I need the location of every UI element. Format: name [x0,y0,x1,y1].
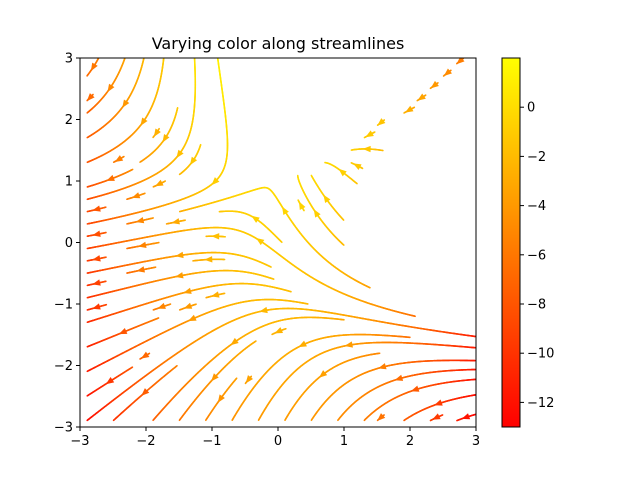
streamline [86,298,309,373]
streamline [257,341,476,421]
streamline-arrow [318,370,328,378]
streamline [86,58,229,225]
streamline-arrow [461,413,471,420]
streamline [337,368,476,422]
streamline [376,413,386,422]
streamline-arrow [92,230,101,237]
streamline [86,58,197,201]
streamline-arrow [298,340,307,348]
streamline-arrow [92,303,101,310]
streamline-arrow [183,287,192,294]
streamline [86,282,292,324]
streamline [86,269,275,299]
streamline [86,230,107,237]
streamline [86,205,107,213]
streamline [284,352,381,422]
streamline-arrow [175,272,184,279]
streamline-arrow [105,377,115,385]
streamline-segment [363,418,366,422]
streamline [86,226,416,318]
streamline-arrow [92,255,101,262]
streamline-arrow [230,337,239,346]
streamline [86,303,108,311]
streamline [86,251,272,274]
streamline-arrow [141,388,150,396]
streamline-arrow [394,374,404,381]
streamline-arrow [188,314,197,322]
streamline-arrow [434,399,443,406]
chart-title: Varying color along streamlines [152,34,405,53]
streamline [86,306,476,422]
streamline-arrow [378,363,387,370]
streamline [429,413,444,422]
streamline-arrow [92,205,101,212]
streamline [86,255,107,262]
streamline-arrow [92,279,101,286]
streamline-arrow [259,306,268,314]
streamline [178,340,257,422]
streamline [403,394,476,422]
streamline-arrow [432,413,441,420]
streamline-segment [112,419,115,422]
streamline [310,359,476,422]
streamline [205,377,238,422]
streamlines-layer [86,58,476,422]
streamline-arrow [118,327,128,335]
streamline [363,378,476,422]
streamline [86,279,107,287]
streamline-arrow [377,413,386,421]
streamline [112,364,178,422]
streamline-segment [152,418,155,422]
streamline [86,366,134,397]
streamline [456,413,476,422]
streamline-arrow [175,251,184,259]
streamline-arrow [255,238,265,246]
streamline-arrow [410,385,420,392]
streamline-arrow [217,394,225,403]
streamline [152,316,345,422]
streamline [86,317,160,348]
streamline-arrow [211,177,220,186]
streamline-arrow [344,341,353,348]
streamline-arrow [211,373,219,382]
streamline [231,333,411,422]
